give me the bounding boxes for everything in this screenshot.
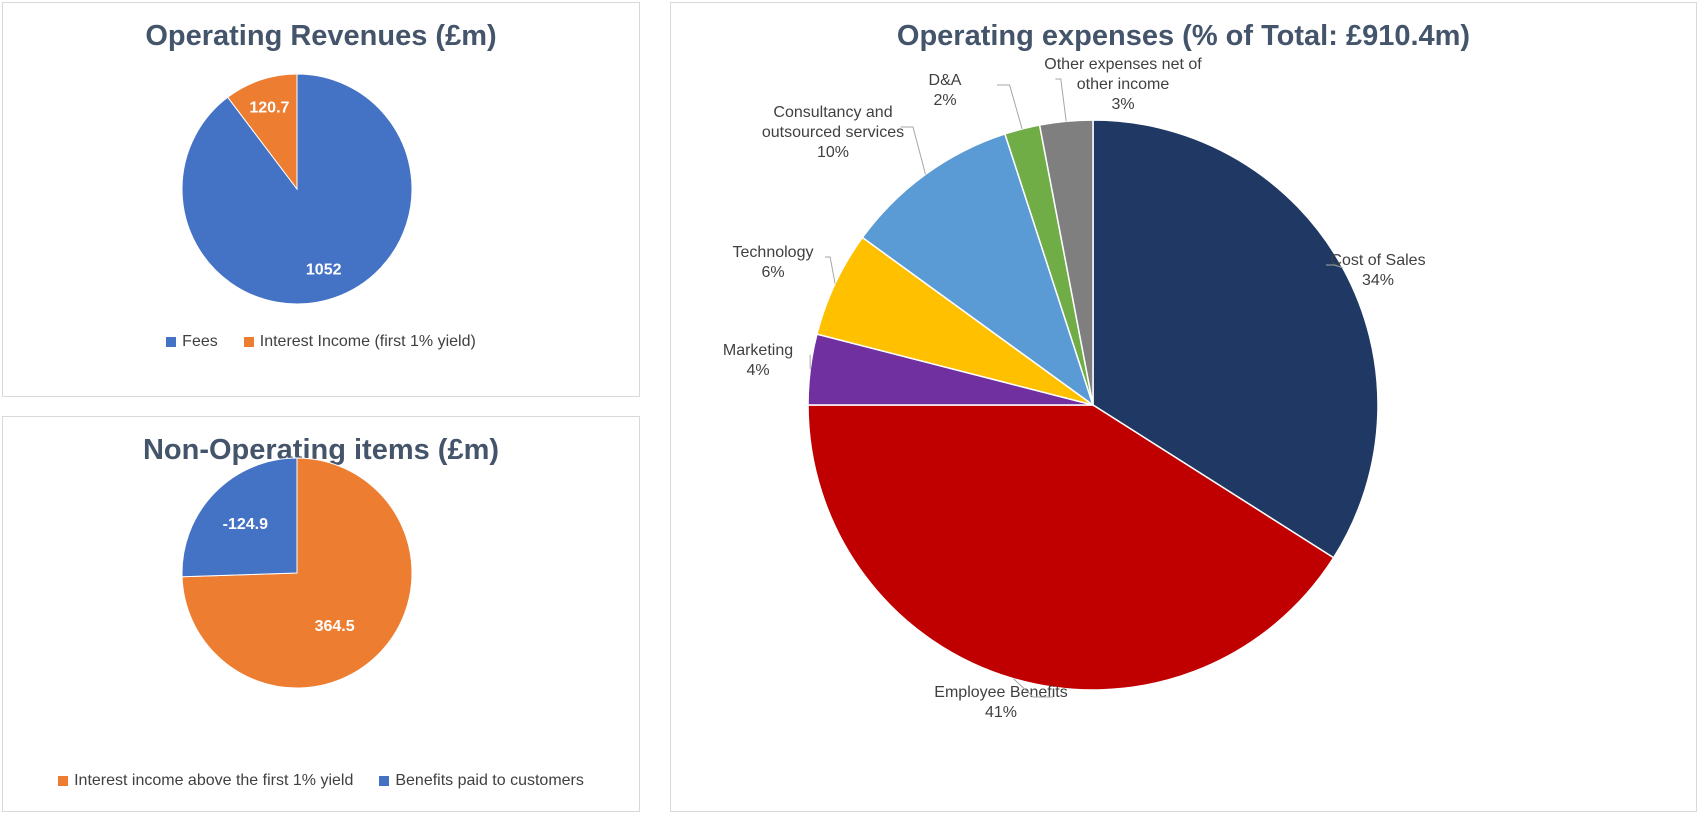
pie-slice-benefits-paid — [181, 457, 298, 578]
category-label-marketing: Marketing 4% — [723, 342, 793, 379]
operating-revenues-pie: 1052 120.7 — [181, 73, 413, 305]
category-label-technology: Technology 6% — [733, 244, 814, 281]
pie-slice-interest-income — [227, 73, 298, 191]
category-name: Technology — [733, 244, 814, 261]
category-label-d-a: D&A 2% — [929, 72, 962, 109]
data-label: 4% — [746, 362, 769, 379]
chart-legend: Fees Interest Income (first 1% yield) — [3, 333, 639, 351]
operating-expenses-pie: Cost of Sales 34% Employee Benefits 41% Mark… — [723, 56, 1426, 721]
legend-item: Interest income above the first 1% yield — [58, 772, 353, 790]
data-label: 10% — [817, 144, 849, 161]
category-label-other-expenses-net-of-other-income: Other expenses net of other income 3% — [1044, 56, 1202, 113]
leader-line — [1055, 78, 1067, 122]
data-label: 120.7 — [249, 100, 289, 117]
legend-swatch — [58, 776, 69, 786]
category-label-consultancy-and-outsourced-services: Consultancy and outsourced services 10% — [762, 104, 904, 161]
data-label: 2% — [933, 92, 956, 109]
pie-slice-interest-income-above-1pct — [181, 457, 413, 689]
data-label: 1052 — [306, 262, 342, 279]
chart-title: Operating expenses (% of Total: £910.4m) — [896, 20, 1471, 52]
category-name: outsourced services — [762, 124, 904, 141]
legend-item: Benefits paid to customers — [379, 772, 584, 790]
legend-swatch — [379, 776, 390, 786]
legend-item: Interest Income (first 1% yield) — [243, 333, 476, 351]
legend-label: Interest Income (first 1% yield) — [259, 333, 476, 350]
data-label: 6% — [761, 264, 784, 281]
non-operating-items-pie: 364.5 -124.9 — [181, 457, 413, 689]
legend-item: Fees — [166, 333, 218, 351]
operating-revenues-panel: Operating Revenues (£m) 1052 120.7 Fees I… — [2, 2, 640, 397]
legend-label: Benefits paid to customers — [395, 772, 584, 789]
category-name: Other expenses net of — [1044, 56, 1202, 73]
legend-swatch — [166, 337, 177, 347]
data-label: -124.9 — [223, 516, 268, 533]
legend-swatch — [243, 337, 254, 347]
chart-title: Operating Revenues (£m) — [145, 20, 497, 52]
data-label: 364.5 — [315, 618, 355, 635]
pie-slice-consultancy-and-outsourced-services — [861, 133, 1095, 407]
data-label: 34% — [1362, 272, 1394, 289]
leader-line — [997, 84, 1023, 130]
category-name: Employee Benefits — [934, 684, 1067, 701]
leader-line — [1013, 678, 1053, 698]
non-operating-items-panel: Non-Operating items (£m) 364.5 -124.9 Int… — [2, 416, 640, 812]
operating-expenses-panel: Operating expenses (% of Total: £910.4m)… — [670, 2, 1697, 812]
data-label: 3% — [1111, 96, 1134, 113]
leader-line — [825, 256, 836, 284]
category-label-employee-benefits: Employee Benefits 41% — [934, 684, 1067, 721]
category-name: Cost of Sales — [1330, 252, 1425, 269]
category-name: other income — [1077, 76, 1170, 93]
leader-line — [900, 126, 926, 175]
category-label-cost-of-sales: Cost of Sales 34% — [1330, 252, 1425, 289]
category-name: Marketing — [723, 342, 793, 359]
pie-slice-employee-benefits — [807, 404, 1335, 691]
data-label: 41% — [985, 704, 1017, 721]
category-name: D&A — [929, 72, 962, 89]
legend-label: Interest income above the first 1% yield — [74, 772, 354, 789]
chart-legend: Interest income above the first 1% yield… — [3, 772, 639, 790]
legend-label: Fees — [182, 333, 218, 350]
pie-slice-cost-of-sales — [1092, 119, 1379, 559]
category-name: Consultancy and — [773, 104, 892, 121]
leader-line — [1326, 264, 1343, 269]
